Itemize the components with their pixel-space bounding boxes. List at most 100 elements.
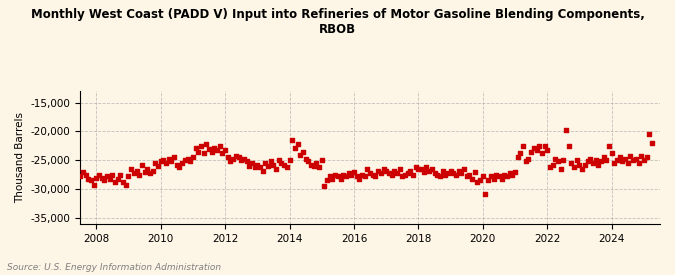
Point xyxy=(80,172,91,177)
Point xyxy=(209,145,220,150)
Point xyxy=(491,172,502,177)
Point xyxy=(529,145,539,150)
Point xyxy=(545,165,556,169)
Point xyxy=(177,161,188,165)
Point xyxy=(86,178,97,183)
Point xyxy=(392,171,402,175)
Point xyxy=(446,169,456,173)
Point xyxy=(644,132,655,136)
Point xyxy=(201,142,212,146)
Point xyxy=(443,171,454,175)
Point xyxy=(464,172,475,177)
Point xyxy=(585,157,595,161)
Point xyxy=(244,164,254,168)
Point xyxy=(220,148,231,152)
Point xyxy=(317,158,327,163)
Point xyxy=(83,177,94,181)
Point xyxy=(335,177,346,181)
Point xyxy=(647,141,657,145)
Point xyxy=(78,170,88,174)
Point xyxy=(343,171,354,175)
Point xyxy=(340,174,351,179)
Point xyxy=(550,157,561,161)
Point xyxy=(520,159,531,164)
Point xyxy=(333,174,344,179)
Point xyxy=(493,174,504,179)
Point xyxy=(400,172,410,177)
Point xyxy=(461,174,472,179)
Point xyxy=(153,164,163,168)
Point xyxy=(61,180,72,185)
Point xyxy=(389,169,400,173)
Point xyxy=(182,157,193,161)
Point xyxy=(139,170,150,174)
Point xyxy=(238,157,249,161)
Point xyxy=(171,163,182,167)
Point xyxy=(136,163,147,167)
Point xyxy=(416,167,427,171)
Point xyxy=(362,167,373,171)
Point xyxy=(128,171,139,175)
Point xyxy=(477,174,488,179)
Point xyxy=(185,159,196,164)
Point xyxy=(246,161,257,165)
Point xyxy=(515,151,526,156)
Point xyxy=(437,169,448,173)
Point xyxy=(427,167,437,171)
Point xyxy=(364,171,375,175)
Point xyxy=(488,177,499,181)
Point xyxy=(499,172,510,177)
Point xyxy=(88,182,99,187)
Point xyxy=(257,169,268,173)
Point xyxy=(252,163,263,167)
Point xyxy=(378,167,389,171)
Point xyxy=(582,159,593,164)
Point xyxy=(147,169,158,173)
Point xyxy=(354,177,364,181)
Point xyxy=(298,149,308,154)
Point xyxy=(180,158,190,163)
Point xyxy=(292,142,303,146)
Point xyxy=(271,167,281,171)
Point xyxy=(207,149,217,154)
Point xyxy=(94,172,105,177)
Point xyxy=(620,157,630,161)
Point xyxy=(512,155,523,160)
Point xyxy=(131,169,142,173)
Point xyxy=(510,170,520,174)
Point xyxy=(112,177,123,181)
Point xyxy=(287,138,298,142)
Point xyxy=(107,172,117,177)
Text: Source: U.S. Energy Information Administration: Source: U.S. Energy Information Administ… xyxy=(7,263,221,272)
Point xyxy=(284,158,295,163)
Point xyxy=(539,144,550,148)
Point xyxy=(574,163,585,167)
Point xyxy=(561,128,572,133)
Point xyxy=(526,149,537,154)
Point xyxy=(432,172,443,177)
Point xyxy=(564,144,574,148)
Point xyxy=(576,167,587,171)
Point xyxy=(566,161,577,165)
Point xyxy=(265,159,276,164)
Point xyxy=(421,165,432,169)
Point xyxy=(405,169,416,173)
Point xyxy=(429,171,440,175)
Point xyxy=(408,172,418,177)
Point xyxy=(97,175,107,180)
Text: Monthly West Coast (PADD V) Input into Refineries of Motor Gasoline Blending Com: Monthly West Coast (PADD V) Input into R… xyxy=(30,8,645,36)
Point xyxy=(469,170,480,174)
Point xyxy=(480,192,491,196)
Point xyxy=(204,147,215,151)
Point xyxy=(579,163,590,167)
Point xyxy=(230,153,241,158)
Point xyxy=(523,157,534,161)
Point xyxy=(193,149,204,154)
Point xyxy=(123,174,134,179)
Point xyxy=(370,174,381,179)
Point xyxy=(75,174,86,179)
Point xyxy=(126,167,136,171)
Point xyxy=(249,165,260,169)
Point xyxy=(531,148,542,152)
Point xyxy=(475,178,485,183)
